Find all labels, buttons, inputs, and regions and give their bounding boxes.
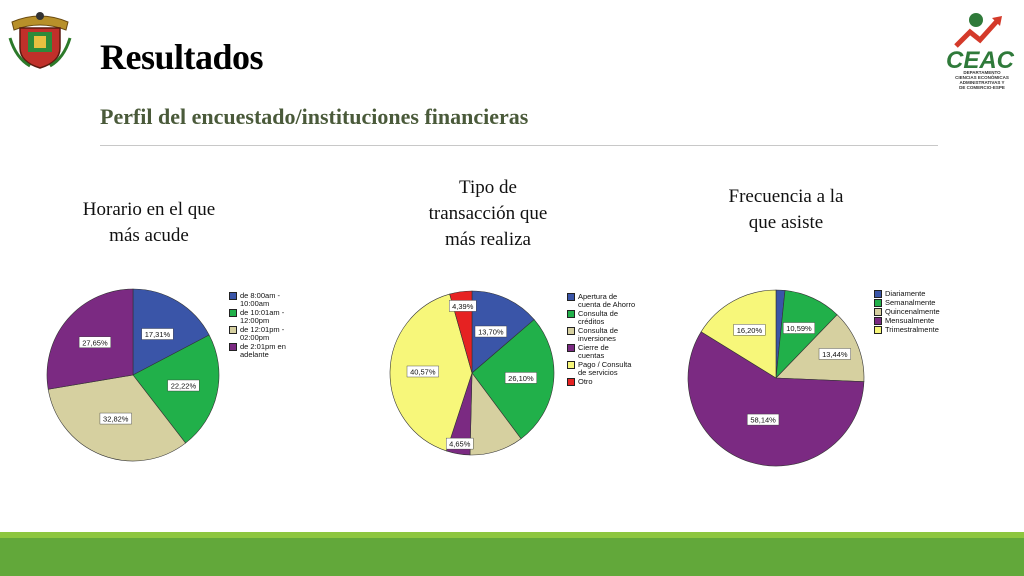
legend-label: Semanalmente (885, 298, 936, 307)
ceac-caption-line: DEPARTAMENTO (963, 70, 1001, 75)
legend-swatch (567, 361, 575, 369)
legend-item: Trimestralmente (874, 326, 943, 334)
pie-data-label: 16,20% (733, 324, 766, 336)
pie-data-label: 32,82% (99, 412, 132, 425)
legend-label: Otro (578, 377, 593, 386)
legend-swatch (229, 292, 237, 300)
pie-data-label: 27,65% (78, 336, 111, 348)
legend-transaccion: Apertura de cuenta de Ahorro Consulta de … (567, 293, 636, 387)
legend-label: Consulta de créditos (578, 309, 619, 326)
pie-data-label-text: 13,44% (822, 350, 848, 359)
legend-label: Cierre de cuentas (578, 343, 609, 360)
legend-frecuencia: Diariamente Semanalmente Quincenalmente Men… (874, 290, 943, 335)
legend-label: Pago / Consulta de servicios (578, 360, 632, 377)
ceac-caption-line: DE COMERCIO-ESPE (959, 85, 1005, 90)
header-divider (100, 145, 938, 146)
legend-label: Mensualmente (885, 316, 935, 325)
pie-data-label: 4,39% (449, 300, 477, 312)
legend-swatch (229, 309, 237, 317)
legend-swatch (567, 327, 575, 335)
legend-item: Otro (567, 378, 636, 386)
legend-label: Apertura de cuenta de Ahorro (578, 292, 636, 309)
footer-stripe-dark (0, 538, 1024, 576)
legend-label: de 8:00am - 10:00am (240, 291, 281, 308)
legend-item: Cierre de cuentas (567, 344, 636, 360)
legend-item: Apertura de cuenta de Ahorro (567, 293, 636, 309)
ceac-brand-text: CEAC (946, 47, 1015, 74)
legend-item: de 2:01pm en adelante (229, 343, 298, 359)
legend-label: de 2:01pm en adelante (240, 342, 286, 359)
legend-swatch (567, 378, 575, 386)
pie-data-label: 13,44% (818, 348, 851, 360)
legend-swatch (229, 326, 237, 334)
pie-data-label: 22,22% (167, 379, 200, 392)
legend-swatch (567, 293, 575, 301)
pie-data-label-text: 32,82% (103, 415, 129, 424)
pie-data-label-text: 26,10% (508, 374, 534, 383)
pie-data-label-text: 40,57% (410, 367, 436, 376)
legend-item: Quincenalmente (874, 308, 943, 316)
legend-horario: de 8:00am - 10:00am de 10:01am - 12:00pm d… (229, 292, 298, 360)
ceac-emblem-icon: CEAC DEPARTAMENTO CIENCIAS ECONÓMICAS AD… (946, 13, 1015, 90)
legend-label: Quincenalmente (885, 307, 940, 316)
footer-stripe-light (0, 532, 1024, 538)
legend-swatch (874, 290, 882, 298)
legend-item: Mensualmente (874, 317, 943, 325)
ceac-caption-line: ADMINISTRATIVAS Y (959, 80, 1004, 85)
ceac-logo: CEAC DEPARTAMENTO CIENCIAS ECONÓMICAS AD… (936, 6, 1022, 92)
pie-data-label-text: 58,14% (750, 416, 776, 425)
pie-data-label: 17,31% (141, 328, 174, 340)
legend-item: de 12:01pm - 02:00pm (229, 326, 298, 342)
pie-data-label: 10,59% (782, 322, 815, 334)
coat-of-arms-logo (8, 12, 72, 69)
legend-item: de 10:01am - 12:00pm (229, 309, 298, 325)
legend-item: de 8:00am - 10:00am (229, 292, 298, 308)
legend-swatch (874, 326, 882, 334)
page-title: Resultados (100, 37, 264, 77)
legend-item: Diariamente (874, 290, 943, 298)
legend-swatch (874, 308, 882, 316)
page-subtitle: Perfil del encuestado/instituciones fina… (100, 104, 529, 129)
legend-label: Diariamente (885, 289, 926, 298)
legend-item: Consulta de inversiones (567, 327, 636, 343)
pie-data-label-text: 17,31% (145, 330, 171, 339)
legend-item: Semanalmente (874, 299, 943, 307)
chart-title-transaccion: Tipo de transacción que más realiza (428, 177, 548, 250)
pie-slice (687, 331, 865, 467)
pie-data-label-text: 4,39% (452, 302, 474, 311)
legend-item: Pago / Consulta de servicios (567, 361, 636, 377)
legend-swatch (567, 344, 575, 352)
legend-label: de 12:01pm - 02:00pm (240, 325, 285, 342)
legend-label: Consulta de inversiones (578, 326, 619, 343)
pie-chart-horario: 17,31% 22,22% 32,82% 27,65% (46, 288, 220, 462)
pie-chart-transaccion: 13,70% 26,10% 4,65% 40,57% 4,39% (389, 290, 555, 456)
pie-data-label-text: 13,70% (478, 328, 504, 337)
pie-data-label-text: 10,59% (786, 324, 812, 333)
legend-label: de 10:01am - 12:00pm (240, 308, 285, 325)
pie-data-label: 4,65% (446, 437, 474, 450)
legend-swatch (229, 343, 237, 351)
ceac-caption-line: CIENCIAS ECONÓMICAS (955, 73, 1009, 80)
pie-data-label: 13,70% (474, 325, 507, 338)
pie-chart-frecuencia: 10,59% 13,44% 58,14% 16,20% (687, 289, 865, 467)
pie-data-label-text: 27,65% (82, 338, 108, 347)
pie-data-label-text: 22,22% (171, 382, 197, 391)
legend-swatch (874, 317, 882, 325)
pie-data-label: 40,57% (406, 365, 439, 378)
legend-swatch (567, 310, 575, 318)
legend-swatch (874, 299, 882, 307)
chart-title-frecuencia: Frecuencia a la que asiste (728, 186, 844, 233)
pie-slice (775, 314, 865, 382)
legend-label: Trimestralmente (885, 325, 939, 334)
pie-data-label: 58,14% (747, 413, 780, 426)
chart-title-horario: Horario en el que más acude (82, 199, 216, 246)
legend-item: Consulta de créditos (567, 310, 636, 326)
pie-data-label: 26,10% (504, 372, 537, 384)
pie-data-label-text: 16,20% (737, 326, 763, 335)
pie-data-label-text: 4,65% (449, 440, 471, 449)
